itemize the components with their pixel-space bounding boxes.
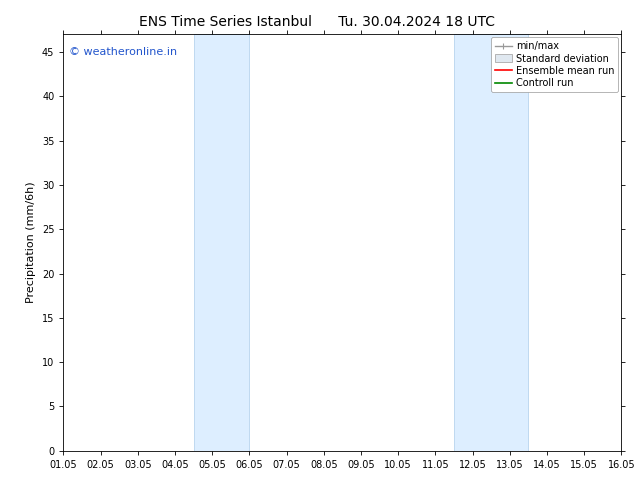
Bar [193,34,249,451]
Legend: min/max, Standard deviation, Ensemble mean run, Controll run: min/max, Standard deviation, Ensemble me… [491,37,618,92]
Bar [454,34,528,451]
Text: ENS Time Series Istanbul      Tu. 30.04.2024 18 UTC: ENS Time Series Istanbul Tu. 30.04.2024 … [139,15,495,29]
Y-axis label: Precipitation (mm/6h): Precipitation (mm/6h) [27,182,36,303]
Text: © weatheronline.in: © weatheronline.in [69,47,177,57]
